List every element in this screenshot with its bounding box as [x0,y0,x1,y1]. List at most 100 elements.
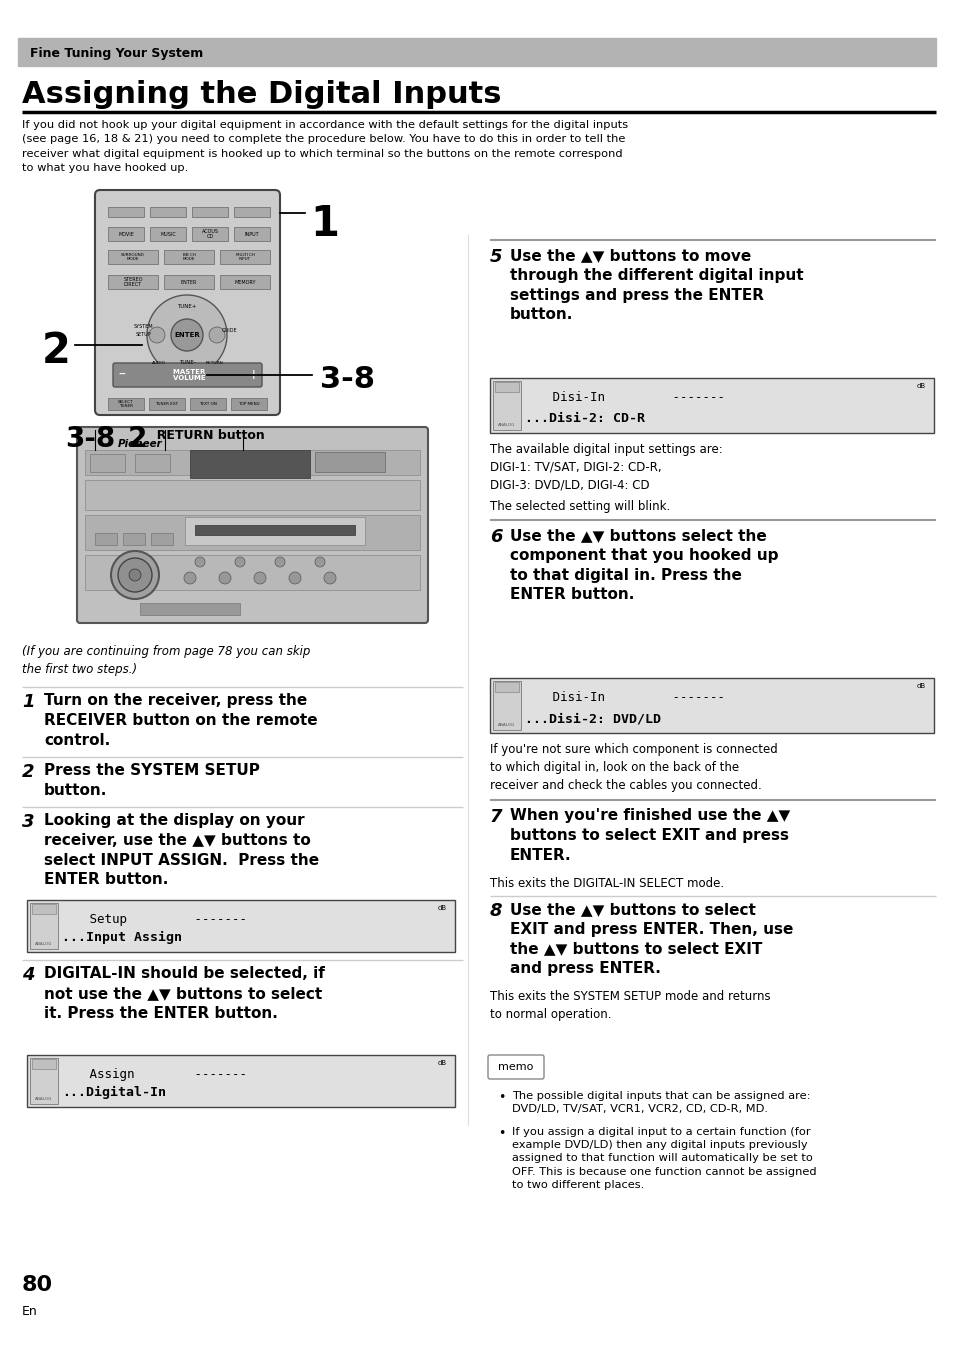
Text: RETURN button: RETURN button [148,429,265,442]
Circle shape [253,572,266,584]
Text: DIGITAL-IN should be selected, if
not use the ▲▼ buttons to select
it. Press the: DIGITAL-IN should be selected, if not us… [44,967,325,1020]
Circle shape [289,572,301,584]
Bar [150,226,186,241]
Text: 6: 6 [490,528,502,546]
Text: ENTER: ENTER [174,332,200,338]
Text: SURROUND
MODE: SURROUND MODE [121,252,145,262]
Text: TEXT ON: TEXT ON [199,402,216,406]
Text: GUIDE: GUIDE [222,329,237,333]
Text: ENTER: ENTER [181,279,197,284]
Bar [32,1060,56,1069]
Text: The possible digital inputs that can be assigned are:
DVD/LD, TV/SAT, VCR1, VCR2: The possible digital inputs that can be … [512,1091,810,1115]
Text: TUNE+: TUNE+ [177,305,196,310]
Text: •: • [497,1127,505,1140]
Bar [493,681,520,731]
Text: ACOUS
CD: ACOUS CD [201,229,218,240]
Bar [151,532,172,545]
Bar [190,398,226,410]
Bar [231,398,267,410]
Text: ANALOG: ANALOG [497,723,516,727]
Text: dB: dB [916,683,925,689]
Circle shape [147,295,227,375]
Text: Use the ▲▼ buttons select the
component that you hooked up
to that digital in. P: Use the ▲▼ buttons select the component … [510,528,778,603]
Text: MOVIE: MOVIE [118,232,133,236]
Bar [95,532,117,545]
FancyBboxPatch shape [112,363,262,387]
Circle shape [324,572,335,584]
Circle shape [149,328,165,342]
Text: TOP MENU: TOP MENU [238,402,259,406]
Circle shape [209,328,225,342]
Text: Press the SYSTEM SETUP
button.: Press the SYSTEM SETUP button. [44,763,259,798]
Text: This exits the DIGITAL-IN SELECT mode.: This exits the DIGITAL-IN SELECT mode. [490,878,723,890]
Text: 2: 2 [42,330,71,372]
Bar [85,480,419,510]
Text: MULTI CH
INPUT: MULTI CH INPUT [235,252,254,262]
Bar [150,208,186,217]
FancyBboxPatch shape [95,190,280,415]
Bar [192,208,228,217]
Text: 1: 1 [22,693,34,710]
Text: •: • [497,1091,505,1104]
Text: dB: dB [437,1060,447,1066]
Bar [108,398,144,410]
Text: ...Disi-2: CD-R: ...Disi-2: CD-R [524,412,644,425]
Text: ANALOG: ANALOG [497,423,516,427]
Bar [190,450,310,479]
Text: If you did not hook up your digital equipment in accordance with the default set: If you did not hook up your digital equi… [22,120,627,173]
Text: 2: 2 [22,763,34,780]
Text: If you're not sure which component is connected
to which digital in, look on the: If you're not sure which component is co… [490,743,777,793]
Text: ...Disi-2: DVD/LD: ...Disi-2: DVD/LD [524,712,660,725]
Bar [314,452,385,472]
Bar [149,398,185,410]
Bar [495,381,518,392]
Text: Looking at the display on your
receiver, use the ▲▼ buttons to
select INPUT ASSI: Looking at the display on your receiver,… [44,813,319,887]
Text: If you assign a digital input to a certain function (for
example DVD/LD) then an: If you assign a digital input to a certa… [512,1127,816,1190]
Text: memo: memo [497,1062,533,1072]
Text: TUNE-: TUNE- [178,360,195,365]
Bar [27,900,455,952]
Text: TUNER EXT: TUNER EXT [155,402,178,406]
Text: 80: 80 [22,1275,53,1295]
Text: 3-8: 3-8 [65,425,115,453]
Text: ANALOG: ANALOG [35,942,52,946]
FancyBboxPatch shape [488,1055,543,1078]
Text: ...Digital-In: ...Digital-In [62,1086,166,1099]
Text: INPUT: INPUT [244,232,259,236]
Bar [220,275,270,288]
Text: 7: 7 [490,807,502,826]
Text: En: En [22,1305,38,1318]
Bar [85,515,419,550]
Text: BB CH
MODE: BB CH MODE [182,252,195,262]
Text: SYSTEM: SYSTEM [133,325,152,329]
Text: dB: dB [437,905,447,911]
Circle shape [314,557,325,568]
Text: MEMORY: MEMORY [234,279,255,284]
Text: SETUP: SETUP [135,333,151,337]
Text: 4: 4 [22,967,34,984]
Bar [192,226,228,241]
Bar [32,905,56,914]
Text: Disi-In         -------: Disi-In ------- [530,391,724,404]
Circle shape [184,572,195,584]
Circle shape [171,319,203,350]
Text: Setup         -------: Setup ------- [67,913,247,926]
Bar [233,208,270,217]
Text: ANALOG: ANALOG [35,1097,52,1101]
Circle shape [129,569,141,581]
Text: RETURN: RETURN [206,361,224,365]
Text: Use the ▲▼ buttons to move
through the different digital input
settings and pres: Use the ▲▼ buttons to move through the d… [510,248,802,322]
Text: 3-8: 3-8 [319,365,375,394]
Bar [108,226,144,241]
Circle shape [234,557,245,568]
Bar [108,249,158,264]
Bar [85,450,419,474]
Bar [164,249,213,264]
Text: SELECT
TUNER: SELECT TUNER [118,400,133,408]
Circle shape [194,557,205,568]
Circle shape [111,551,159,599]
Text: Use the ▲▼ buttons to select
EXIT and press ENTER. Then, use
the ▲▼ buttons to s: Use the ▲▼ buttons to select EXIT and pr… [510,902,793,976]
Bar [30,903,58,949]
Bar [140,603,240,615]
Bar [490,377,933,433]
